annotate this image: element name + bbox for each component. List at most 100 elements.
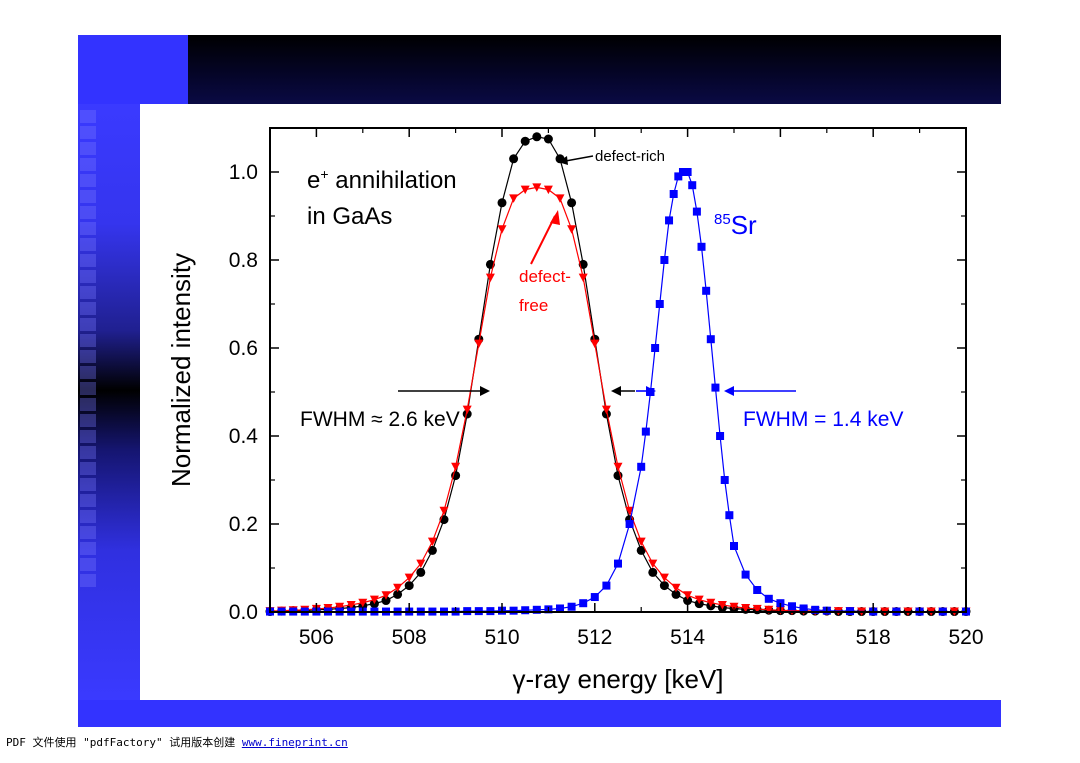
data-point: [671, 583, 681, 593]
data-point: [659, 573, 669, 583]
slide-square: [80, 510, 96, 523]
data-point: [474, 339, 484, 349]
slide-square: [80, 286, 96, 299]
data-point: [567, 198, 577, 208]
slide-left-band: [78, 104, 140, 700]
data-point: [509, 154, 519, 164]
data-point: [602, 581, 611, 590]
data-point: [532, 132, 542, 142]
series-line: [269, 186, 966, 613]
slide-square: [80, 526, 96, 539]
footer-link[interactable]: www.fineprint.cn: [241, 736, 348, 749]
slide-square: [80, 238, 96, 251]
data-point: [614, 559, 622, 568]
data-point: [706, 335, 715, 344]
fwhm-black-arrowhead-right: [611, 386, 621, 396]
data-point: [753, 586, 762, 594]
plot-frame: [269, 127, 967, 613]
data-point: [683, 591, 693, 600]
data-point: [716, 432, 725, 440]
data-point: [543, 185, 553, 195]
data-point: [427, 537, 437, 547]
slide-square: [80, 574, 96, 587]
data-point: [694, 595, 704, 605]
data-point: [730, 542, 738, 550]
slide-square: [80, 190, 96, 203]
x-tick-label: 516: [763, 626, 798, 649]
data-point: [393, 589, 403, 599]
data-point: [427, 545, 437, 555]
slide-square: [80, 430, 96, 443]
arrowhead-defect-rich: [558, 156, 568, 165]
data-point: [532, 183, 542, 192]
slide-square: [80, 462, 96, 475]
data-point: [717, 600, 727, 610]
data-point: [648, 567, 658, 577]
data-point: [393, 583, 403, 593]
chart-panel: 506 508 510 512 514 516 518 520 0.0 0.2 0.4 0.6 0.8 1…: [140, 104, 1001, 700]
data-point: [683, 168, 692, 176]
arrowhead-defect-free: [550, 210, 560, 225]
data-point: [688, 181, 697, 190]
label-defect-free-2: free: [519, 296, 548, 315]
data-point: [741, 604, 751, 613]
data-point: [702, 286, 711, 295]
data-point: [720, 476, 729, 484]
data-point: [497, 225, 507, 234]
data-point: [811, 605, 820, 614]
data-point: [674, 172, 683, 181]
data-point: [711, 383, 720, 392]
data-point: [381, 591, 391, 600]
data-point: [665, 216, 674, 225]
chart-axes: 506 508 510 512 514 516 518 520 0.0 0.2 0.4 0.6 0.8 1…: [166, 127, 984, 694]
data-point: [659, 581, 669, 591]
x-tick-label: 510: [484, 626, 519, 649]
label-defect-free: defect-: [519, 267, 571, 286]
slide-square: [80, 334, 96, 347]
fwhm-blue-arrowhead-left: [646, 386, 656, 396]
series-defect-free: [265, 183, 971, 617]
data-point: [625, 520, 634, 528]
data-point: [439, 506, 449, 516]
y-tick-label: 0.6: [229, 337, 258, 360]
y-tick-label: 0.0: [229, 601, 258, 624]
slide-square: [80, 206, 96, 219]
slide-square: [80, 398, 96, 411]
data-point: [636, 545, 646, 555]
data-point: [655, 300, 664, 308]
data-point: [567, 225, 577, 234]
data-point: [381, 596, 391, 606]
annotation-title-2: in GaAs: [307, 203, 392, 230]
data-point: [416, 567, 426, 577]
slide-square: [80, 446, 96, 459]
fwhm-black-arrowhead-left: [480, 386, 490, 396]
x-tick-label: 514: [670, 626, 705, 649]
slide-square: [80, 110, 96, 123]
data-point: [799, 604, 808, 613]
data-point: [567, 602, 576, 611]
data-point: [764, 605, 774, 615]
annotation-title: e+ annihilation: [307, 166, 457, 194]
slide-square: [80, 558, 96, 571]
slide-square: [80, 478, 96, 491]
data-point: [683, 596, 693, 606]
data-point: [485, 273, 495, 283]
arrow-defect-free: [530, 215, 556, 265]
data-point: [346, 600, 356, 610]
data-point: [651, 344, 660, 352]
y-tick-label: 0.2: [229, 513, 258, 536]
data-point: [729, 602, 739, 612]
data-point: [369, 595, 379, 605]
slide-square: [80, 174, 96, 187]
data-point: [678, 168, 687, 176]
slide-square: [80, 350, 96, 363]
x-axis-label: γ-ray energy [keV]: [513, 664, 724, 694]
x-tick-label: 520: [948, 626, 983, 649]
x-tick-label: 518: [856, 626, 891, 649]
data-point: [788, 602, 796, 611]
data-point: [697, 242, 706, 251]
data-point: [509, 194, 519, 203]
data-point: [520, 185, 530, 195]
data-point: [543, 134, 553, 144]
data-point: [764, 594, 773, 603]
